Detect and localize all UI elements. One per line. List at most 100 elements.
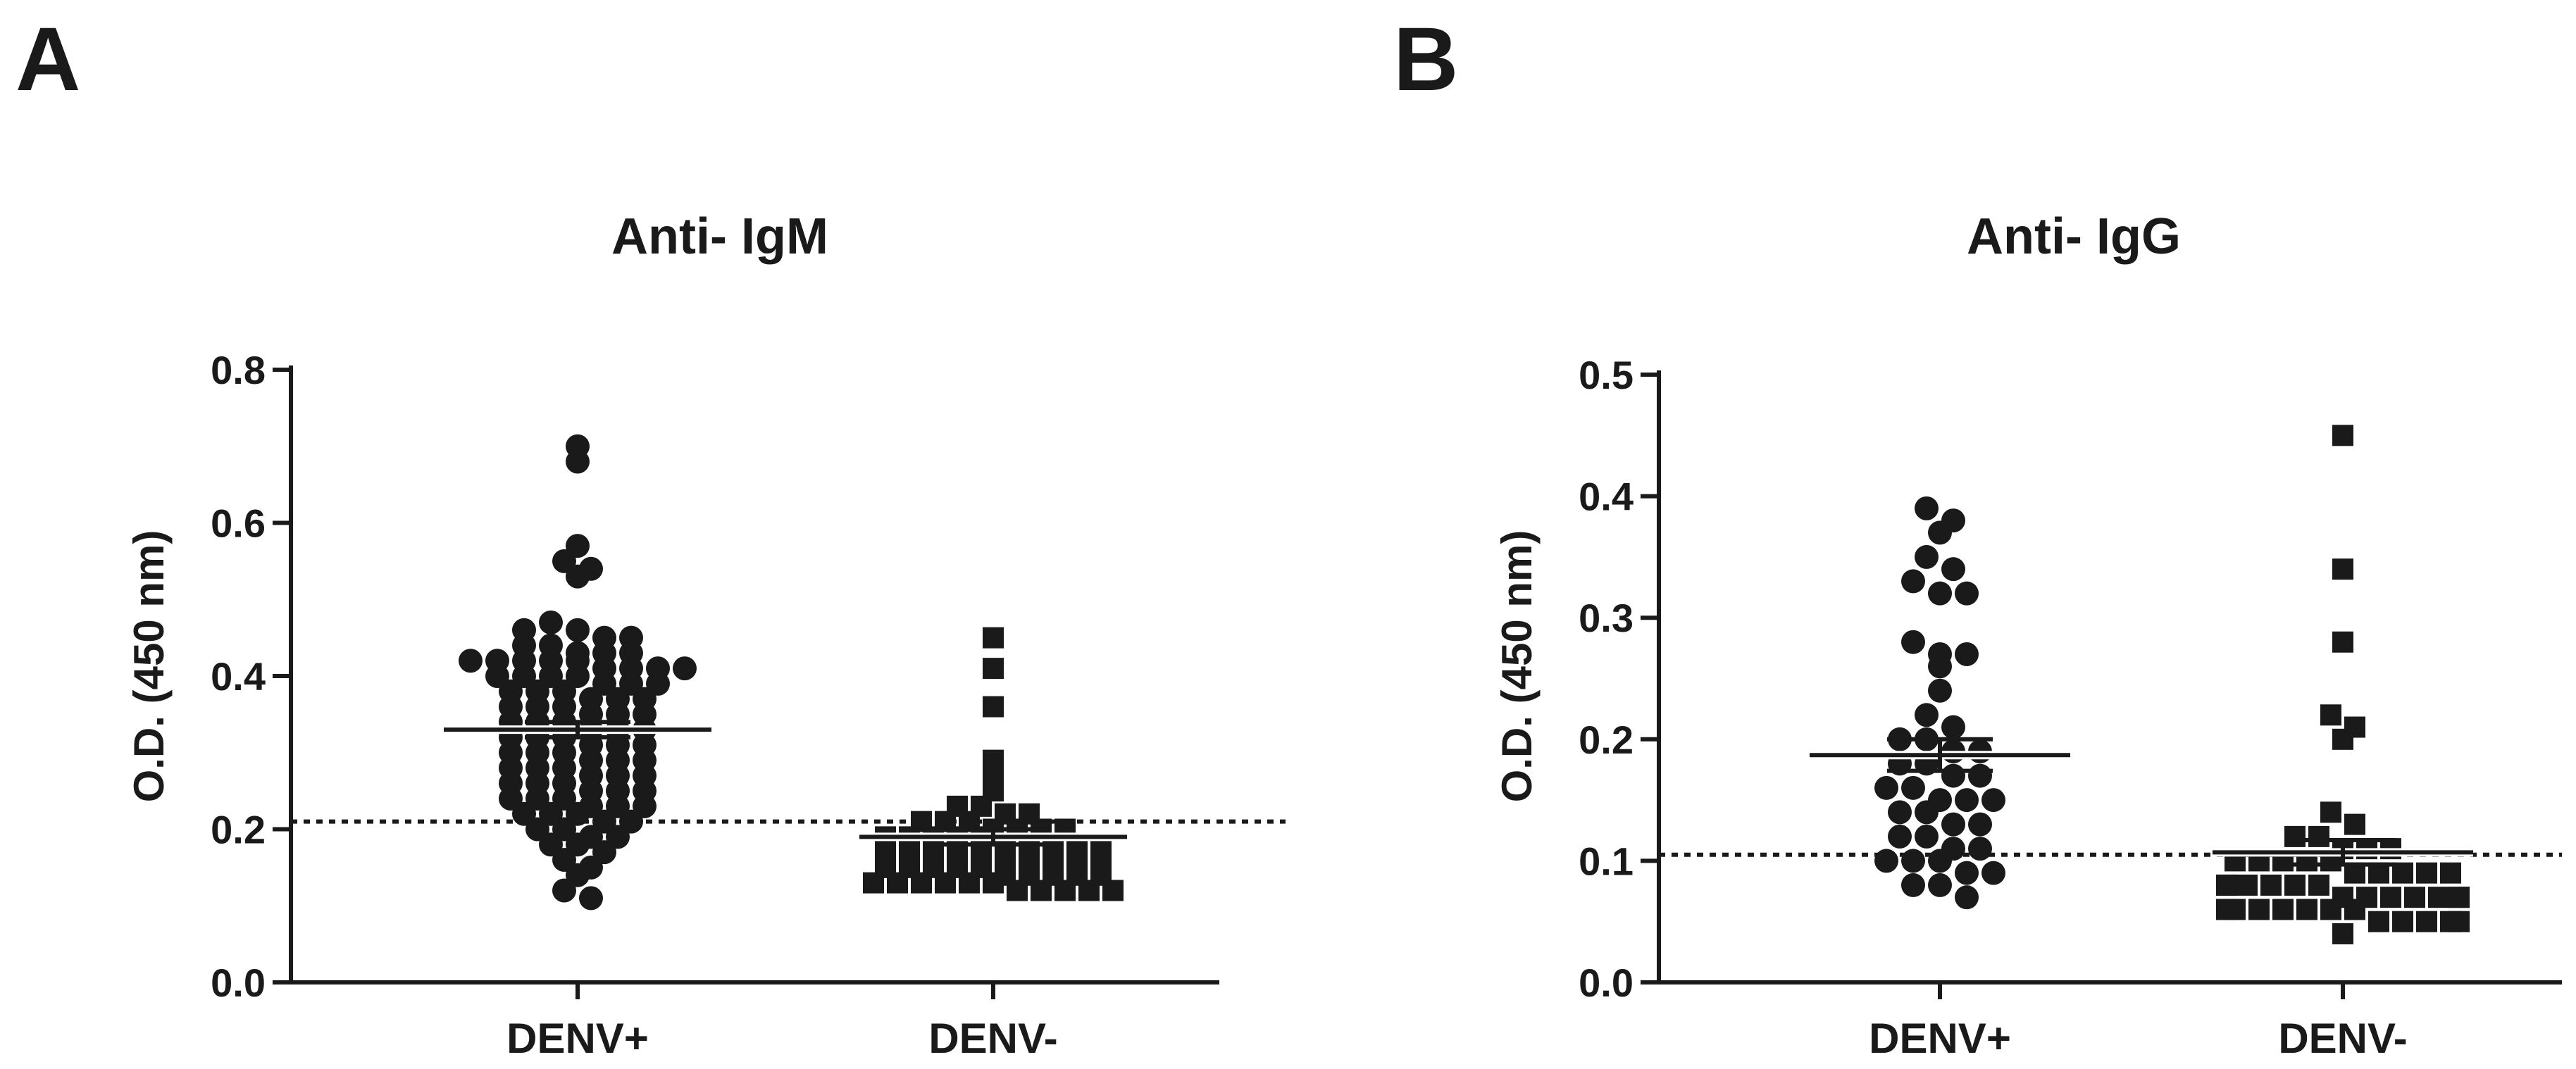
panel-b-point-DENV+ bbox=[1955, 642, 1979, 666]
panel-b-point-DENV+ bbox=[1955, 581, 1979, 606]
panel-b-point-DENV+ bbox=[1901, 569, 1925, 594]
panel-b-point-DENV- bbox=[2236, 874, 2258, 896]
panel-b-point-DENV- bbox=[2260, 874, 2282, 896]
panel-b-point-DENV- bbox=[2320, 704, 2341, 726]
panel-b-point-DENV+ bbox=[1928, 873, 1952, 897]
panel-b-point-DENV- bbox=[2380, 887, 2401, 908]
panel-b-point-DENV- bbox=[2416, 862, 2437, 884]
panel-b-point-DENV+ bbox=[1968, 812, 1992, 837]
panel-a-point-DENV+ bbox=[552, 878, 576, 903]
panel-a-y-tick-label: 0.8 bbox=[211, 348, 266, 392]
panel-a-point-DENV- bbox=[1054, 880, 1076, 901]
panel-b-point-DENV- bbox=[2332, 923, 2353, 944]
panel-b-point-DENV+ bbox=[1928, 520, 1952, 545]
panel-b-point-DENV+ bbox=[1981, 788, 2005, 813]
panel-b-point-DENV- bbox=[2428, 887, 2449, 908]
panel-b-point-DENV- bbox=[2332, 558, 2353, 580]
panel-b-point-DENV- bbox=[2248, 899, 2270, 920]
panel-b-point-DENV- bbox=[2332, 728, 2353, 750]
panel-b-y-tick-label: 0.4 bbox=[1579, 475, 1634, 519]
panel-a-point-DENV- bbox=[887, 872, 908, 894]
panel-b-point-DENV+ bbox=[1888, 800, 1912, 825]
panel-b-point-DENV+ bbox=[1941, 763, 1965, 788]
panel-b-point-DENV+ bbox=[1874, 849, 1898, 873]
panel-b-point-DENV- bbox=[2416, 911, 2437, 932]
panel-a-point-DENV+ bbox=[566, 618, 590, 642]
panel-a-y-axis-label: O.D. (450 nm) bbox=[125, 530, 173, 803]
panel-a-y-tick-label: 0.0 bbox=[211, 961, 266, 1005]
panel-a-label: A bbox=[15, 9, 80, 110]
panel-b-point-DENV- bbox=[2344, 899, 2365, 920]
panel-b-point-DENV+ bbox=[1915, 824, 1939, 849]
panel-a-point-DENV+ bbox=[579, 886, 603, 911]
panel-b-point-DENV- bbox=[2284, 825, 2306, 847]
panel-b-point-DENV+ bbox=[1955, 788, 1979, 813]
panel-b-x-tick-label: DENV+ bbox=[1869, 1015, 2011, 1062]
panel-a: A Anti- IgM O.D. (450 nm) 0.00.20.40.60.… bbox=[15, 9, 1286, 1062]
panel-b-point-DENV+ bbox=[1901, 775, 1925, 800]
panel-b-point-DENV+ bbox=[1941, 812, 1965, 837]
panel-b-point-DENV+ bbox=[1968, 763, 1992, 788]
panel-b-point-DENV- bbox=[2404, 887, 2425, 908]
panel-b-point-DENV+ bbox=[1915, 496, 1939, 520]
panel-b-point-DENV- bbox=[2440, 862, 2461, 884]
panel-b-point-DENV- bbox=[2308, 874, 2329, 896]
panel-b-title: Anti- IgG bbox=[1967, 208, 2181, 265]
panel-a-y-tick-label: 0.2 bbox=[211, 808, 266, 852]
panel-a-point-DENV+ bbox=[566, 449, 590, 474]
panel-b-point-DENV- bbox=[2332, 425, 2353, 446]
panel-a-point-DENV- bbox=[983, 658, 1004, 680]
panel-b-point-DENV+ bbox=[1888, 824, 1912, 849]
panel-b-point-DENV+ bbox=[1874, 775, 1898, 800]
panel-a-point-DENV- bbox=[983, 872, 1004, 894]
panel-b-point-DENV+ bbox=[1981, 861, 2005, 885]
panel-b-point-DENV- bbox=[2368, 911, 2389, 932]
panel-b-x-tick-label: DENV- bbox=[2278, 1015, 2407, 1062]
panel-b-point-DENV- bbox=[2344, 813, 2365, 835]
panel-b-y-tick-label: 0.2 bbox=[1579, 718, 1634, 762]
panel-b-plot-area: 0.0 0.1 0.2 0.3 0.4 0.5 DENV+ DENV- bbox=[1579, 353, 2562, 1062]
panel-b-point-DENV+ bbox=[1928, 581, 1952, 606]
panel-a-x-tick-label: DENV- bbox=[928, 1015, 1057, 1062]
panel-b-point-DENV- bbox=[2332, 631, 2353, 653]
panel-b-point-DENV- bbox=[2449, 911, 2470, 932]
panel-b-point-DENV- bbox=[2296, 899, 2317, 920]
panel-b-point-DENV+ bbox=[1928, 849, 1952, 873]
panel-b-point-DENV+ bbox=[1915, 703, 1939, 727]
panel-b-point-DENV+ bbox=[1901, 873, 1925, 897]
panel-a-y-tick-label: 0.6 bbox=[211, 501, 266, 546]
panel-a-point-DENV- bbox=[1031, 880, 1052, 901]
panel-b-label: B bbox=[1393, 9, 1458, 110]
panel-b-point-DENV+ bbox=[1928, 654, 1952, 679]
panel-b-y-tick-label: 0.5 bbox=[1579, 353, 1634, 397]
panel-b-point-DENV- bbox=[2272, 899, 2294, 920]
panel-b-point-DENV+ bbox=[1941, 557, 1965, 582]
panel-b: B Anti- IgG O.D. (450 nm) 0.00.10.20.30.… bbox=[1393, 9, 2562, 1062]
panel-b-point-DENV+ bbox=[1901, 630, 1925, 654]
panel-a-y-tick-label: 0.4 bbox=[211, 654, 266, 699]
panel-a-point-DENV- bbox=[983, 696, 1004, 718]
panel-b-point-DENV- bbox=[2284, 874, 2306, 896]
panel-b-y-axis-label: O.D. (450 nm) bbox=[1493, 530, 1541, 803]
panel-a-point-DENV+ bbox=[673, 656, 697, 681]
panel-a-point-DENV- bbox=[1007, 880, 1028, 901]
panel-a-x-tick-label: DENV+ bbox=[506, 1015, 649, 1062]
panel-a-title: Anti- IgM bbox=[611, 208, 828, 265]
panel-a-plot-area: 0.0 0.2 0.4 0.6 0.8 DENV+ DENV- bbox=[211, 348, 1286, 1062]
panel-b-point-DENV+ bbox=[1955, 861, 1979, 885]
panel-b-point-DENV+ bbox=[1928, 678, 1952, 703]
panel-b-y-tick-label: 0.0 bbox=[1579, 961, 1634, 1005]
panel-b-point-DENV+ bbox=[1955, 885, 1979, 910]
panel-b-point-DENV+ bbox=[1941, 715, 1965, 739]
panel-b-point-DENV+ bbox=[1915, 800, 1939, 825]
panel-b-point-DENV- bbox=[2449, 887, 2470, 908]
panel-a-point-DENV- bbox=[863, 872, 884, 894]
panel-a-point-DENV- bbox=[1102, 880, 1124, 901]
panel-a-point-DENV+ bbox=[566, 564, 590, 589]
panel-a-point-DENV+ bbox=[459, 649, 483, 673]
panel-a-point-DENV+ bbox=[539, 610, 563, 634]
panel-a-point-DENV- bbox=[911, 872, 932, 894]
panel-b-point-DENV- bbox=[2216, 874, 2237, 896]
panel-a-point-DENV- bbox=[1078, 880, 1100, 901]
